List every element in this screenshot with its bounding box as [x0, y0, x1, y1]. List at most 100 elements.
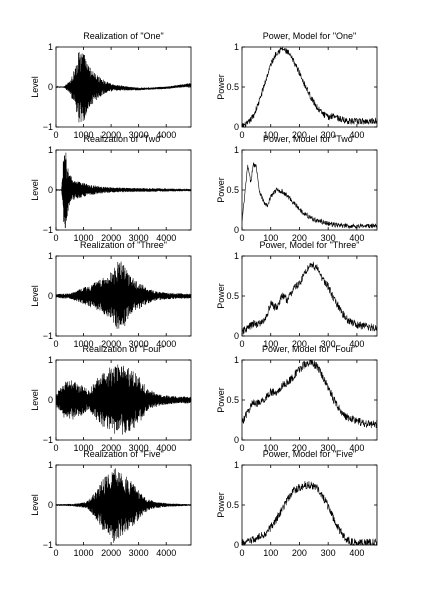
series-line [55, 152, 192, 229]
y-axis-label: Level [30, 285, 40, 307]
subplot-title: Realization of "Five" [83, 449, 163, 459]
x-tick-label: 400 [349, 443, 364, 453]
x-tick-label: 4000 [156, 233, 176, 243]
subplot-1-1: 0 100 200 300 400 0 0.5 1 Power, Model for "Two"… [216, 134, 378, 243]
x-tick-label: 1000 [74, 548, 94, 558]
x-tick-label: 100 [263, 130, 278, 140]
series-line [55, 468, 192, 543]
x-tick-label: 0 [239, 130, 244, 140]
y-tick-label: 0 [234, 331, 239, 341]
series-line [241, 261, 378, 335]
x-tick-label: 200 [292, 233, 307, 243]
y-tick-label: −1 [43, 435, 53, 445]
y-tick-label: 0.5 [226, 185, 239, 195]
x-tick-label: 200 [292, 443, 307, 453]
y-tick-label: 1 [48, 145, 53, 155]
series-line [241, 162, 378, 230]
plot-frame [241, 464, 378, 546]
y-tick-label: 1 [234, 460, 239, 470]
series-line [55, 364, 192, 435]
x-tick-label: 0 [53, 130, 58, 140]
subplot-title: Realization of "Four" [83, 344, 165, 354]
series-line [55, 51, 192, 123]
y-tick-label: 0 [48, 291, 53, 301]
x-tick-label: 200 [292, 548, 307, 558]
x-tick-label: 300 [321, 443, 336, 453]
y-tick-label: −1 [43, 540, 53, 550]
series-line [241, 359, 378, 429]
y-tick-label: 0 [234, 435, 239, 445]
x-tick-label: 2000 [101, 339, 121, 349]
y-tick-label: 1 [48, 460, 53, 470]
x-tick-label: 2000 [101, 443, 121, 453]
series-line [55, 261, 192, 329]
series-line [241, 46, 378, 128]
y-tick-label: 0 [48, 185, 53, 195]
x-tick-label: 300 [321, 339, 336, 349]
x-tick-label: 4000 [156, 130, 176, 140]
y-axis-label: Power [216, 177, 226, 203]
x-tick-label: 3000 [129, 233, 149, 243]
subplot-title: Power, Model for "Five" [263, 449, 356, 459]
subplot-title: Power, Model for "Three" [260, 240, 360, 250]
subplot-2-1: 0 100 200 300 400 0 0.5 1 Power, Model for "Thre… [216, 240, 378, 349]
y-axis-label: Level [30, 494, 40, 516]
x-tick-label: 0 [53, 233, 58, 243]
x-tick-label: 100 [263, 443, 278, 453]
x-tick-label: 300 [321, 130, 336, 140]
y-tick-label: −1 [43, 225, 53, 235]
x-tick-label: 3000 [129, 130, 149, 140]
x-tick-label: 2000 [101, 233, 121, 243]
x-tick-label: 1000 [74, 443, 94, 453]
x-tick-label: 200 [292, 130, 307, 140]
x-tick-label: 3000 [129, 443, 149, 453]
y-tick-label: −1 [43, 122, 53, 132]
x-tick-label: 400 [349, 548, 364, 558]
plot-frame [241, 255, 378, 337]
y-tick-label: 0 [234, 540, 239, 550]
x-tick-label: 3000 [129, 548, 149, 558]
x-tick-label: 400 [349, 130, 364, 140]
subplot-title: Realization of "Three" [80, 240, 167, 250]
y-axis-label: Power [216, 283, 226, 309]
subplot-title: Realization of "One" [83, 31, 163, 41]
y-tick-label: 1 [48, 42, 53, 52]
x-tick-label: 400 [349, 339, 364, 349]
y-axis-label: Power [216, 387, 226, 413]
x-tick-label: 0 [239, 233, 244, 243]
x-tick-label: 0 [53, 339, 58, 349]
y-axis-label: Level [30, 76, 40, 98]
x-tick-label: 100 [263, 233, 278, 243]
x-tick-label: 1000 [74, 130, 94, 140]
y-axis-label: Level [30, 389, 40, 411]
y-tick-label: 1 [234, 42, 239, 52]
y-tick-label: −1 [43, 331, 53, 341]
y-tick-label: 0 [234, 225, 239, 235]
y-tick-label: 0 [48, 395, 53, 405]
y-tick-label: 0 [48, 82, 53, 92]
x-tick-label: 1000 [74, 233, 94, 243]
x-tick-label: 4000 [156, 443, 176, 453]
y-axis-label: Power [216, 492, 226, 518]
y-tick-label: 0.5 [226, 500, 239, 510]
x-tick-label: 200 [292, 339, 307, 349]
subplot-title: Realization of "Two" [84, 134, 164, 144]
x-tick-label: 0 [239, 339, 244, 349]
y-tick-label: 1 [234, 145, 239, 155]
y-tick-label: 0 [48, 500, 53, 510]
y-axis-label: Power [216, 74, 226, 100]
y-tick-label: 0.5 [226, 395, 239, 405]
y-tick-label: 1 [234, 251, 239, 261]
y-tick-label: 0.5 [226, 291, 239, 301]
x-tick-label: 3000 [129, 339, 149, 349]
y-tick-label: 0.5 [226, 82, 239, 92]
subplot-title: Power, Model for "Two" [263, 134, 356, 144]
y-tick-label: 1 [48, 251, 53, 261]
subplot-title: Power, Model for "One" [263, 31, 356, 41]
subplot-4-1: 0 100 200 300 400 0 0.5 1 Power, Model for "Five… [216, 449, 378, 558]
